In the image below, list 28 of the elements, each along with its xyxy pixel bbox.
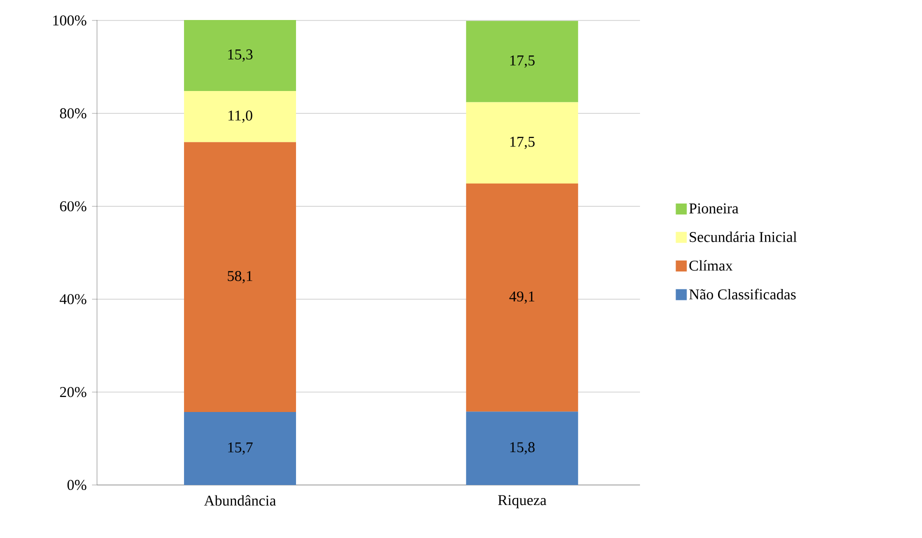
legend-label: Não Classificadas — [689, 288, 796, 300]
legend-label: Secundária Inicial — [690, 232, 797, 242]
data-label: 11,0 — [228, 110, 252, 123]
data-label: 15,8 — [510, 442, 535, 454]
y-tick-label: 60% — [60, 201, 86, 212]
x-tick-label: Abundância — [204, 495, 276, 506]
y-tick-label: 100% — [53, 15, 86, 26]
data-label: 17,5 — [510, 55, 535, 68]
data-label: 15,7 — [228, 442, 253, 455]
data-label: 17,5 — [510, 136, 535, 149]
legend-label: Clímax — [689, 260, 733, 271]
data-label: 15,3 — [228, 49, 253, 62]
y-tick-label: 0% — [67, 480, 86, 490]
data-label: 49,1 — [509, 291, 534, 304]
bar — [466, 102, 578, 184]
bar — [466, 20, 578, 102]
y-tick-label: 20% — [60, 387, 86, 398]
bar — [184, 412, 296, 485]
legend-label: Pioneira — [689, 203, 738, 214]
y-tick-label: 40% — [60, 294, 86, 304]
bar — [184, 91, 296, 142]
y-tick-label: 80% — [60, 108, 86, 118]
bar — [466, 184, 578, 412]
x-tick-label: Riqueza — [498, 495, 546, 508]
bar — [466, 412, 578, 485]
data-label: 58,1 — [228, 270, 252, 284]
bar — [184, 142, 296, 412]
bar — [184, 20, 296, 92]
